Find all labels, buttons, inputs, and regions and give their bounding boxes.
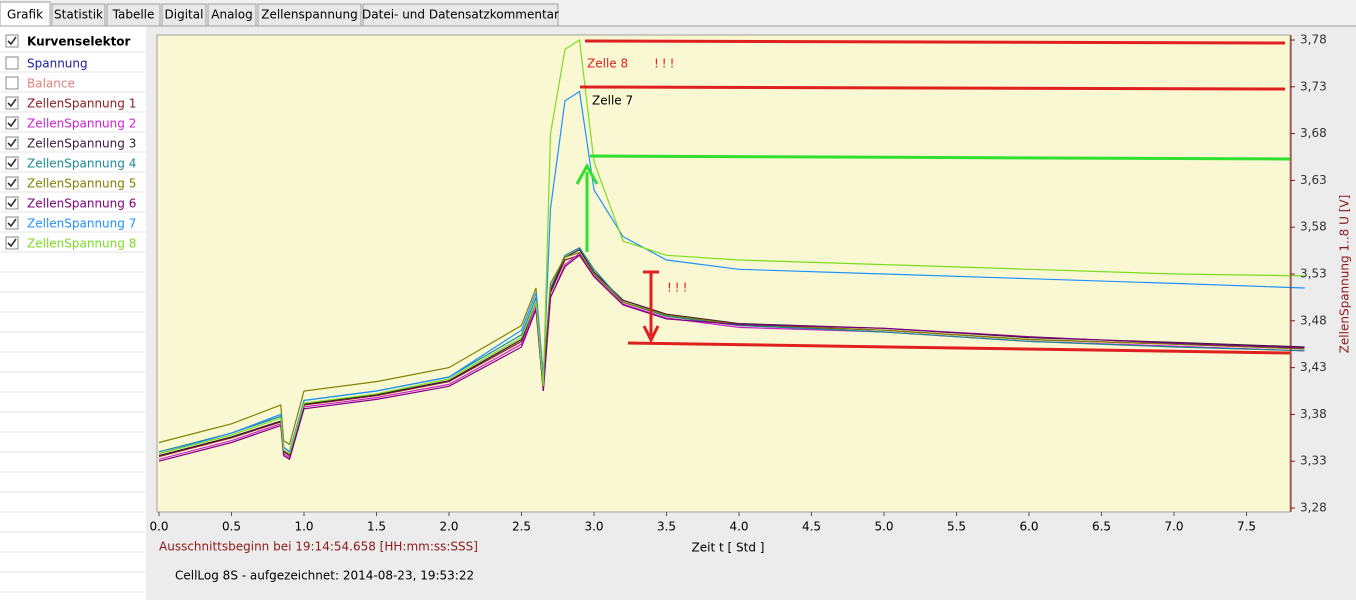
selector-item[interactable]: ZellenSpannung 6: [27, 197, 136, 211]
checkbox[interactable]: [5, 216, 19, 230]
tab[interactable]: [51, 3, 106, 27]
checkmark: [7, 178, 17, 188]
tab-label[interactable]: Statistik: [54, 8, 103, 22]
x-tick-label: 4.0: [729, 520, 748, 534]
tab-label[interactable]: Tabelle: [112, 8, 155, 22]
series-line: [158, 251, 1305, 446]
checkbox[interactable]: [5, 116, 19, 130]
checkmark: [7, 36, 17, 46]
checkmark: [7, 198, 17, 208]
tab-label[interactable]: Digital: [165, 8, 204, 22]
x-tick-label: 3.0: [584, 520, 603, 534]
series-line: [158, 38, 1305, 455]
x-tick-label: 4.5: [802, 520, 821, 534]
y-tick-label: 3,33: [1300, 454, 1327, 468]
x-tick-label: 0.5: [222, 520, 241, 534]
x-tick-label: 5.5: [947, 520, 966, 534]
checkmark: [7, 98, 17, 108]
y-tick-label: 3,48: [1300, 313, 1327, 327]
selector-title: Kurvenselektor: [27, 35, 131, 49]
x-tick-label: 2.0: [439, 520, 458, 534]
y-tick-label: 3,58: [1300, 220, 1327, 234]
x-tick-label: 2.5: [512, 520, 531, 534]
series-line: [158, 90, 1305, 455]
annotation-line: [584, 39, 1286, 45]
checkmark: [7, 118, 17, 128]
arrow-head: [575, 162, 599, 185]
hand-annotations: [575, 39, 1291, 355]
tab[interactable]: [0, 1, 51, 27]
checkbox[interactable]: [5, 34, 19, 48]
checkbox[interactable]: [5, 76, 19, 90]
checkmark: [7, 218, 17, 228]
selector-item[interactable]: ZellenSpannung 3: [27, 137, 136, 151]
x-tick-label: 3.5: [657, 520, 676, 534]
tab[interactable]: [106, 3, 161, 27]
annotation-line: [589, 154, 1291, 161]
checkmark: [7, 138, 17, 148]
arrow-head: [642, 325, 660, 344]
y-tick-label: 3,63: [1300, 173, 1327, 187]
annotation-line: [627, 341, 1291, 355]
tab[interactable]: [161, 3, 207, 27]
checkbox[interactable]: [5, 136, 19, 150]
checkmark: [7, 158, 17, 168]
plot-area: [156, 34, 1291, 513]
checkbox[interactable]: [5, 156, 19, 170]
y-tick-label: 3,73: [1300, 79, 1327, 93]
x-axis-label: Zeit t [ Std ]: [692, 541, 765, 555]
annotation-line: [579, 85, 1286, 91]
y-axis-label: ZellenSpannung 1..8 U [V]: [1338, 195, 1352, 354]
series-line: [158, 254, 1305, 462]
y-tick-label: 3,68: [1300, 126, 1327, 140]
y-tick-label: 3,78: [1300, 33, 1327, 47]
tab[interactable]: [362, 3, 559, 27]
x-tick-label: 1.5: [367, 520, 386, 534]
tab-label[interactable]: Analog: [211, 8, 252, 22]
x-tick-label: 5.0: [874, 520, 893, 534]
checkbox[interactable]: [5, 236, 19, 250]
checkbox[interactable]: [5, 96, 19, 110]
tab-label[interactable]: Zellenspannung: [261, 8, 358, 22]
annotation: !!!: [667, 281, 690, 295]
tab-label[interactable]: Datei- und Datensatzkommentar: [362, 8, 559, 22]
annotation: Zelle 7: [592, 94, 633, 108]
tab-label[interactable]: Grafik: [7, 8, 43, 22]
checkmark: [7, 238, 17, 248]
selector-item[interactable]: ZellenSpannung 4: [27, 157, 136, 171]
x-tick-label: 7.0: [1164, 520, 1183, 534]
y-tick-label: 3,28: [1300, 501, 1327, 515]
selector-item[interactable]: ZellenSpannung 5: [27, 177, 136, 191]
x-tick-label: 6.5: [1092, 520, 1111, 534]
x-tick-label: 0.0: [149, 520, 168, 534]
annotation: Zelle 8: [587, 57, 628, 71]
selector-item[interactable]: ZellenSpannung 8: [27, 237, 136, 251]
annotation: !!!: [654, 57, 677, 71]
checkbox[interactable]: [5, 56, 19, 70]
selector-item[interactable]: ZellenSpannung 7: [27, 217, 136, 231]
tab[interactable]: [207, 3, 257, 27]
selector-item[interactable]: ZellenSpannung 2: [27, 117, 136, 131]
tab[interactable]: [257, 3, 362, 27]
x-tick-label: 1.0: [294, 520, 313, 534]
y-tick-label: 3,43: [1300, 360, 1327, 374]
checkbox[interactable]: [5, 196, 19, 210]
checkbox[interactable]: [5, 176, 19, 190]
y-tick-label: 3,38: [1300, 407, 1327, 421]
y-tick-label: 3,53: [1300, 267, 1327, 281]
start-info: Ausschnittsbeginn bei 19:14:54.658 [HH:m…: [159, 540, 478, 554]
data-layer: [158, 38, 1305, 462]
selector-item[interactable]: Spannung: [27, 57, 88, 71]
selector-panel: [0, 26, 146, 600]
selector-item[interactable]: ZellenSpannung 1: [27, 97, 136, 111]
x-tick-label: 6.0: [1019, 520, 1038, 534]
selector-item[interactable]: Balance: [27, 77, 75, 91]
x-tick-label: 7.5: [1237, 520, 1256, 534]
record-info: CellLog 8S - aufgezeichnet: 2014-08-23, …: [175, 569, 474, 583]
